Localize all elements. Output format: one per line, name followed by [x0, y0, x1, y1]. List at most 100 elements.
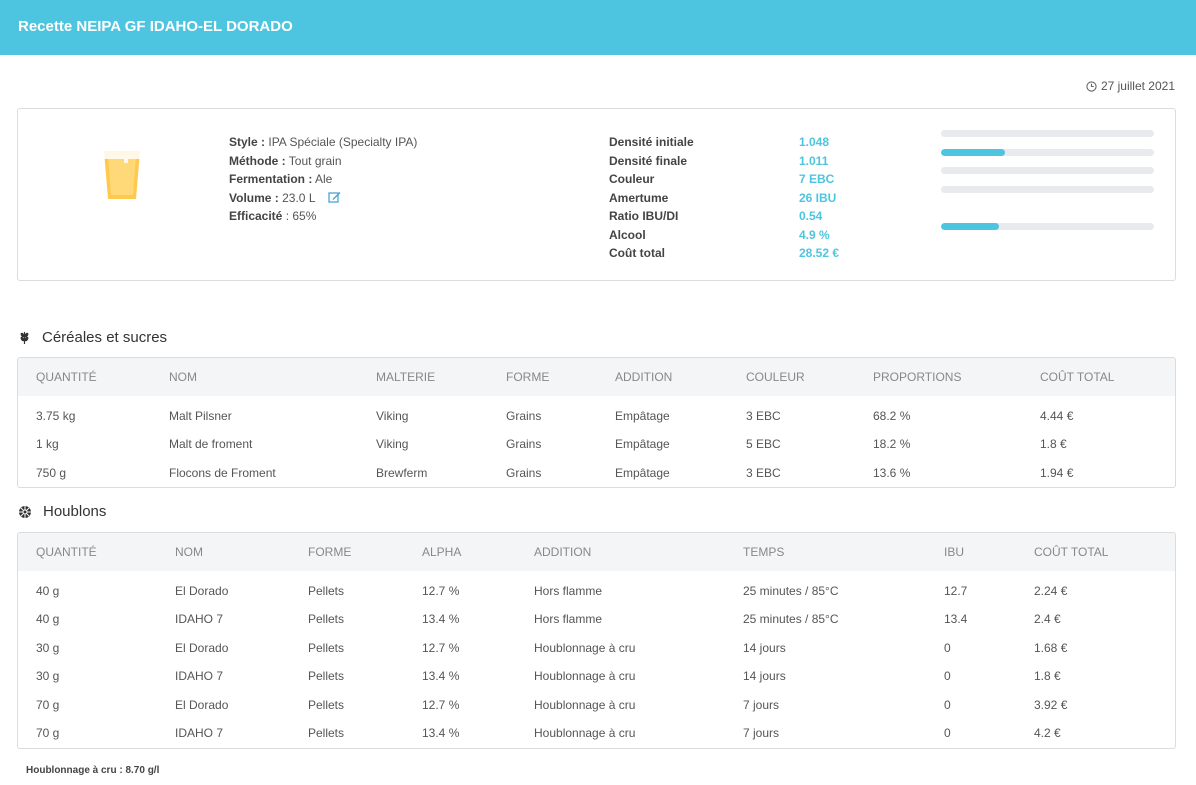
table-cell: Brewferm: [376, 465, 428, 480]
stat-progress-fill: [941, 222, 999, 230]
stat-progress-bar: [941, 130, 1154, 137]
table-row: 30 g IDAHO 7 Pellets 13.4 % Houblonnage à cr…: [18, 662, 1175, 691]
table-row: 3.75 kg Malt Pilsner Viking Grains Empâtage 3…: [18, 396, 1175, 430]
spec-fermentation: Fermentation : Ale: [229, 172, 333, 186]
table-cell: 0: [944, 640, 951, 655]
cereals-column-header: COULEUR: [746, 370, 805, 384]
stat-ibu-ratio: Ratio IBU/DI 0.54: [609, 209, 823, 223]
hops-column-header: COÛT TOTAL: [1034, 545, 1109, 559]
table-cell: 12.7 %: [422, 584, 460, 598]
table-cell: 4.44 €: [1040, 409, 1074, 423]
table-cell: Pellets: [308, 726, 345, 741]
recipe-stats: Densité initiale 1.048 Densité finale 1.01…: [609, 133, 839, 263]
hops-column-header: FORME: [308, 545, 352, 559]
table-cell: 13.4 %: [422, 726, 460, 741]
stat-progress-fill: [941, 148, 1005, 156]
table-row: 30 g El Dorado Pellets 12.7 % Houblonnage à …: [18, 634, 1175, 663]
table-cell: Hors flamme: [534, 612, 603, 627]
table-cell: Viking: [376, 409, 409, 423]
table-cell: Pellets: [308, 640, 345, 655]
cereals-table: QUANTITÉ NOM MALTERIE FORME ADDITION COULEUR P…: [18, 358, 1175, 487]
table-cell: 7 jours: [743, 697, 780, 712]
wheat-icon: [20, 331, 29, 344]
page-title: Recette NEIPA GF IDAHO-EL DORADO: [18, 18, 293, 35]
table-cell: Malt de froment: [169, 437, 253, 452]
hops-column-header: ALPHA: [422, 545, 462, 559]
table-cell: 12.7 %: [422, 640, 460, 655]
table-row: 1 kg Malt de froment Viking Grains Empâtage 5…: [18, 430, 1175, 459]
hops-table: QUANTITÉ NOM FORME ALPHA ADDITION TEMPS IBU COÛ…: [18, 533, 1175, 748]
stat-progress-bar: [941, 241, 1154, 248]
clock-icon: [1086, 80, 1097, 92]
table-cell: 750 g: [36, 465, 67, 480]
stat-alcohol: Alcool 4.9 %: [609, 227, 830, 242]
table-cell: 1 kg: [36, 437, 59, 452]
table-cell: 40 g: [36, 612, 60, 627]
table-cell: Pellets: [308, 669, 345, 684]
table-cell: Empâtage: [615, 409, 670, 423]
table-cell: 12.7 %: [422, 697, 460, 712]
table-cell: IDAHO 7: [175, 612, 224, 627]
stat-progress-bar: [941, 148, 1154, 156]
table-cell: Pellets: [308, 697, 345, 712]
table-cell: 30 g: [36, 669, 60, 684]
hops-column-header: NOM: [175, 545, 203, 559]
hops-column-header: TEMPS: [743, 545, 785, 559]
cereals-table-card: QUANTITÉ NOM MALTERIE FORME ADDITION COULEUR P…: [17, 357, 1176, 488]
table-cell: 30 g: [36, 640, 60, 655]
table-cell: Grains: [506, 409, 542, 423]
spec-volume: Volume : 23.0 L: [229, 189, 417, 208]
table-cell: 13.4: [944, 612, 968, 627]
table-row: 40 g IDAHO 7 Pellets 13.4 % Hors flamme 25 mi…: [18, 605, 1175, 634]
stat-progress-bar: [941, 222, 1154, 230]
table-cell: 1.68 €: [1034, 640, 1068, 655]
table-cell: 7 jours: [743, 726, 780, 741]
table-cell: 1.8 €: [1040, 437, 1067, 452]
table-cell: 1.8 €: [1034, 669, 1061, 684]
table-cell: Pellets: [308, 584, 345, 598]
cereals-header-row: QUANTITÉ NOM MALTERIE FORME ADDITION COULEUR P…: [18, 358, 1175, 396]
table-row: 40 g El Dorado Pellets 12.7 % Hors flamme 25 …: [18, 571, 1175, 605]
hops-column-header: QUANTITÉ: [36, 545, 97, 559]
table-cell: Hors flamme: [534, 584, 603, 598]
dry-hop-ratio-note: Houblonnage à cru : 8.70 g/l: [26, 765, 160, 776]
cereals-column-header: PROPORTIONS: [873, 370, 962, 384]
table-cell: 4.2 €: [1034, 726, 1061, 741]
stat-progress-bar: [941, 185, 1154, 193]
hops-column-header: ADDITION: [534, 545, 592, 559]
table-cell: 1.94 €: [1040, 465, 1074, 480]
stat-fg: Densité finale 1.011: [609, 153, 829, 168]
table-cell: El Dorado: [175, 697, 229, 712]
table-cell: Empâtage: [615, 465, 670, 480]
table-cell: IDAHO 7: [175, 669, 224, 684]
table-cell: 70 g: [36, 697, 60, 712]
table-cell: 3 EBC: [746, 409, 781, 423]
table-cell: 13.4 %: [422, 669, 460, 684]
recipe-specs: Style : IPA Spéciale (Specialty IPA) Mét…: [229, 133, 417, 226]
table-cell: 14 jours: [743, 640, 786, 655]
table-cell: Flocons de Froment: [169, 465, 276, 480]
cereals-section-title: Céréales et sucres: [18, 329, 167, 346]
table-row: 70 g El Dorado Pellets 12.7 % Houblonnage à …: [18, 691, 1175, 720]
table-cell: 2.4 €: [1034, 612, 1061, 627]
spec-efficiency: Efficacité : 65%: [229, 209, 317, 223]
cereals-column-header: NOM: [169, 370, 197, 384]
table-cell: Malt Pilsner: [169, 409, 232, 423]
table-cell: 0: [944, 726, 951, 741]
stat-og: Densité initiale 1.048: [609, 135, 830, 149]
table-cell: 3.75 kg: [36, 409, 76, 423]
table-cell: 40 g: [36, 584, 60, 598]
table-cell: Houblonnage à cru: [534, 697, 636, 712]
recipe-summary-card: Style : IPA Spéciale (Specialty IPA) Mét…: [17, 108, 1176, 281]
edit-icon[interactable]: [328, 191, 341, 203]
table-cell: El Dorado: [175, 584, 229, 598]
table-cell: 12.7: [944, 584, 968, 598]
stat-bitterness: Amertume 26 IBU: [609, 190, 837, 205]
table-cell: 25 minutes / 85°C: [743, 612, 839, 627]
table-cell: Grains: [506, 465, 542, 480]
table-cell: 3.92 €: [1034, 697, 1068, 712]
hop-icon: [19, 505, 31, 518]
cereals-column-header: FORME: [506, 370, 550, 384]
table-cell: 25 minutes / 85°C: [743, 584, 839, 598]
table-row: 70 g IDAHO 7 Pellets 13.4 % Houblonnage à cr…: [18, 719, 1175, 748]
